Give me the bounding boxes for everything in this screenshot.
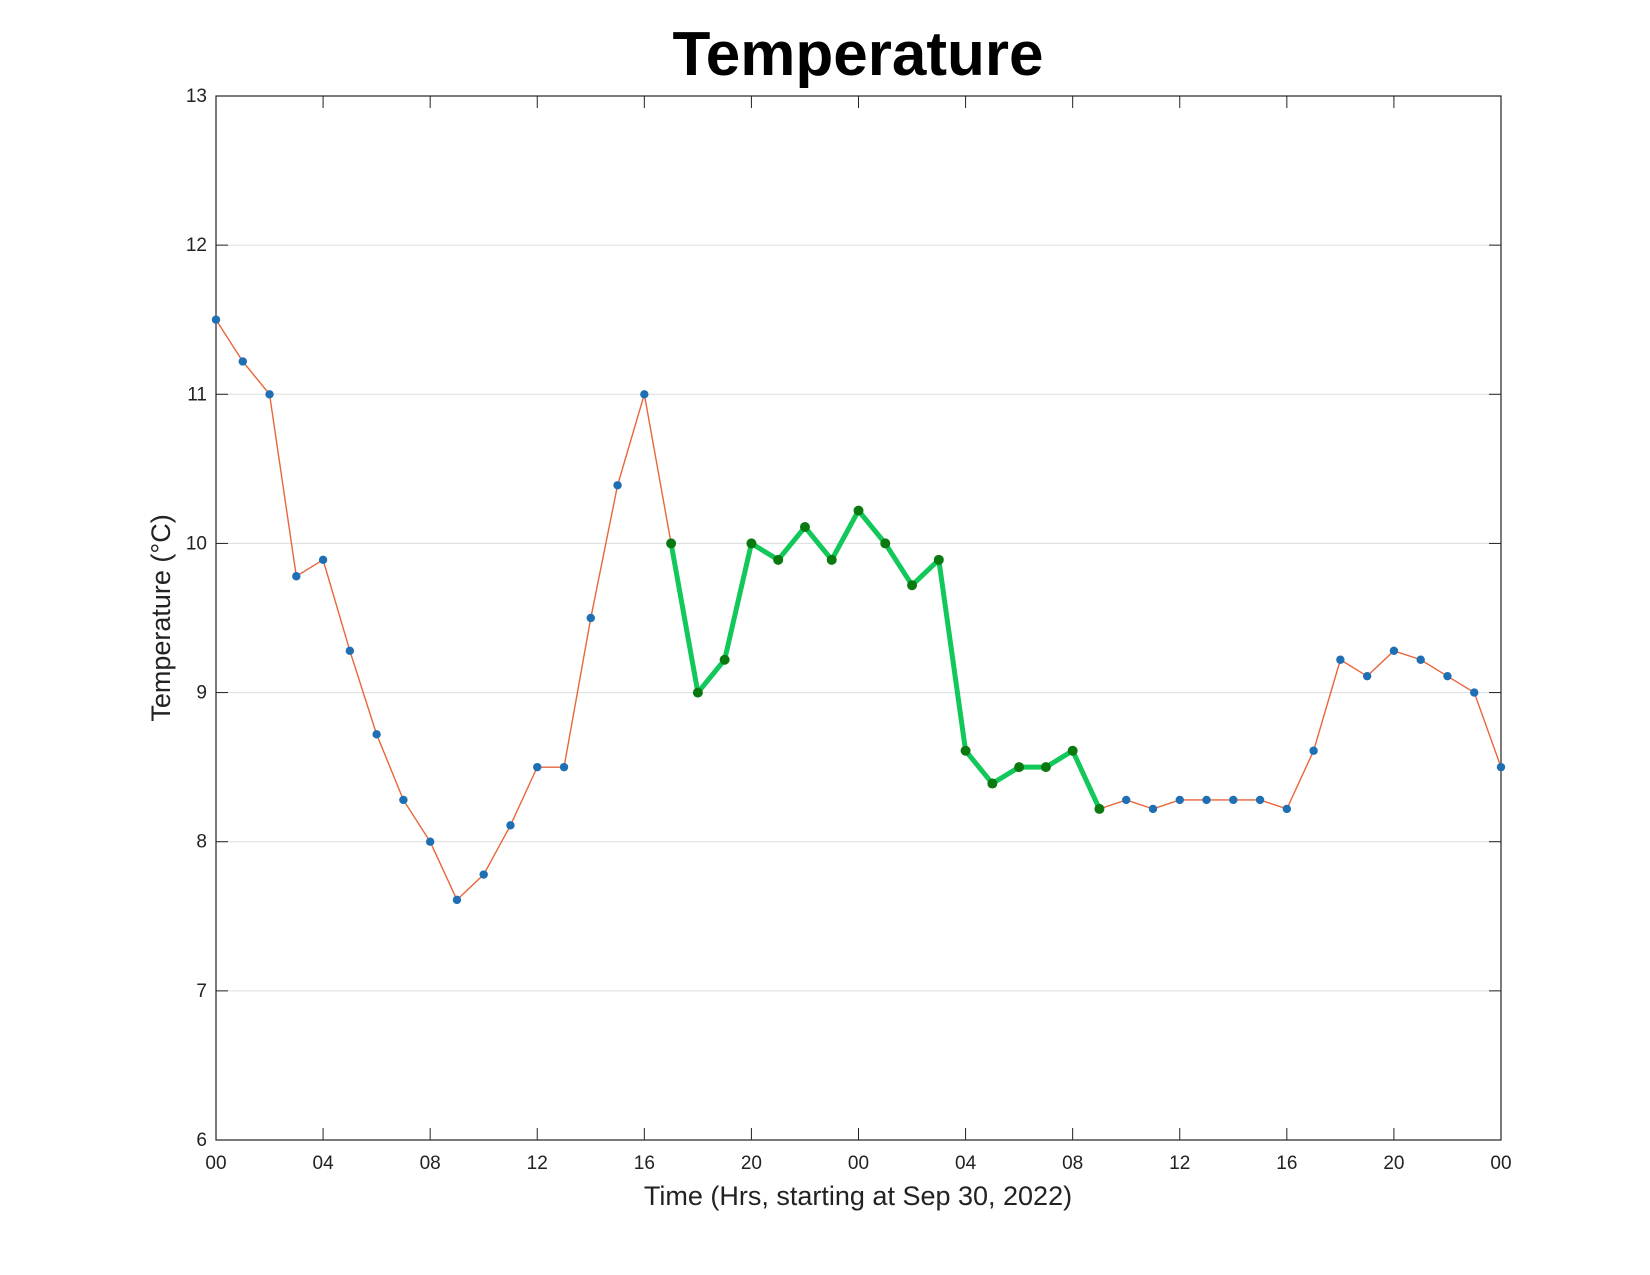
temperature-data-point [1443, 671, 1452, 681]
x-tick-label: 16 [634, 1153, 655, 1174]
grid-lines [216, 244, 1501, 992]
y-tick-label: 7 [196, 981, 207, 1002]
y-tick-label: 12 [186, 235, 207, 256]
temperature-data-point [452, 895, 462, 905]
highlight-data-point [1094, 803, 1105, 814]
highlighted-segment [666, 505, 1105, 814]
temperature-data-point [1496, 762, 1506, 772]
temperature-data-point [640, 390, 649, 399]
temperature-data-point [425, 837, 435, 846]
x-tick-label: 00 [205, 1153, 226, 1174]
highlight-data-point [987, 778, 998, 789]
highlight-data-point [799, 522, 810, 533]
temperature-data-point [1229, 795, 1238, 805]
highlight-data-point [666, 538, 677, 549]
temperature-data-point [1175, 795, 1184, 805]
highlight-data-point [1040, 762, 1051, 773]
temperature-data-point [559, 762, 569, 772]
x-tick-label: 08 [1062, 1153, 1083, 1174]
temperature-data-point [211, 315, 221, 324]
x-tick-label: 12 [1169, 1153, 1190, 1174]
temperature-data-point [1255, 795, 1265, 805]
x-tick-label: 04 [313, 1153, 335, 1174]
highlight-data-point [907, 580, 918, 591]
y-tick-label: 6 [196, 1130, 207, 1151]
highlight-data-point [853, 505, 864, 516]
temperature-data-point [238, 357, 247, 366]
x-tick-label: 12 [527, 1153, 548, 1174]
highlight-data-point [1014, 762, 1025, 773]
highlight-data-point [960, 745, 971, 756]
temperature-data-point [1122, 795, 1131, 805]
highlight-data-point [719, 654, 730, 665]
x-tick-label: 20 [741, 1153, 762, 1174]
x-tick-label: 20 [1383, 1153, 1404, 1174]
y-axis-label: Temperature (°C) [146, 514, 176, 721]
temperature-data-point [1336, 655, 1345, 664]
x-tick-label: 00 [1490, 1153, 1511, 1174]
temperature-data-point [1148, 804, 1158, 814]
temperature-data-point [479, 870, 488, 879]
temperature-data-point [292, 572, 301, 581]
highlight-data-point [826, 554, 837, 565]
chart-title: Temperature [673, 20, 1044, 89]
temperature-data-point [265, 390, 274, 399]
y-tick-label: 11 [187, 384, 207, 405]
x-tick-label: 08 [420, 1153, 441, 1174]
temperature-data-point [1470, 688, 1479, 697]
temperature-data-point [1362, 671, 1372, 681]
highlight-series-line [668, 508, 1102, 810]
temperature-data-point [1389, 646, 1399, 656]
y-tick-label: 9 [196, 683, 207, 704]
plot-area-frame [215, 95, 1502, 1141]
x-tick-label: 04 [955, 1153, 977, 1174]
x-tick-label: 16 [1276, 1153, 1297, 1174]
highlight-data-point [773, 554, 784, 565]
temperature-data-point [1282, 804, 1292, 814]
temperature-data-point [399, 795, 408, 805]
temperature-data-point [586, 613, 595, 623]
data-series [211, 315, 1506, 905]
highlight-data-point [880, 538, 891, 549]
temperature-data-point [1309, 746, 1318, 755]
temperature-data-point [1202, 795, 1211, 805]
temperature-series-line [215, 319, 1502, 902]
temperature-data-point [345, 646, 355, 656]
temperature-data-point [613, 481, 622, 490]
temperature-data-point [506, 821, 515, 830]
highlight-data-point [933, 554, 944, 565]
y-tick-label: 13 [186, 86, 207, 107]
temperature-data-point [318, 555, 328, 565]
axis-ticks: 6 7 8 9 10 11 12 13 00 04 08 12 16 20 00 04 08 12 16 20 00 [186, 86, 1512, 1174]
highlight-data-point [746, 538, 757, 549]
highlight-data-point [692, 687, 703, 698]
temperature-data-point [533, 762, 542, 772]
temperature-data-point [1416, 655, 1425, 664]
x-tick-label: 00 [848, 1153, 869, 1174]
temperature-data-point [372, 730, 381, 739]
y-tick-label: 10 [186, 533, 207, 554]
x-axis-label: Time (Hrs, starting at Sep 30, 2022) [644, 1181, 1072, 1211]
y-tick-label: 8 [196, 832, 207, 853]
highlight-data-point [1067, 745, 1078, 756]
